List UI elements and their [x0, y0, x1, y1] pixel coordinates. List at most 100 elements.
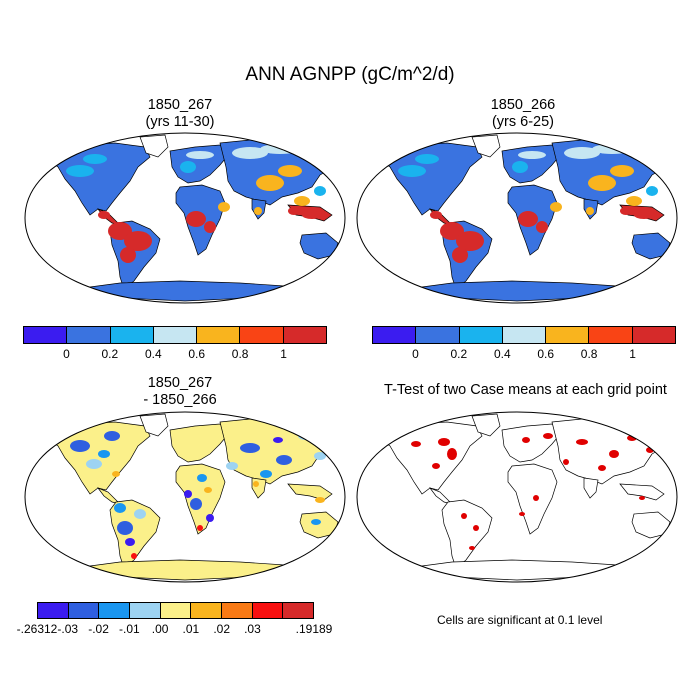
land-eu: [501, 144, 563, 184]
colorbar-swatch: [459, 327, 503, 343]
map-value-patch: [576, 439, 588, 445]
map-value-patch: [634, 211, 654, 219]
colorbar-swatch: [283, 603, 314, 618]
land-aus: [299, 511, 339, 539]
map-value-patch: [120, 247, 136, 263]
map-value-patch: [639, 496, 645, 500]
colorbar-difference: [37, 602, 314, 619]
colorbar-tick-label: 0: [63, 347, 70, 361]
map-value-patch: [124, 231, 152, 251]
panel1-title: 1850_267 (yrs 11-30): [55, 97, 305, 131]
colorbar-tick-label: -.02: [88, 622, 109, 636]
map-value-patch: [294, 196, 310, 206]
colorbar-swatch: [197, 327, 241, 343]
map-value-patch: [550, 202, 562, 212]
map-value-patch: [533, 495, 539, 501]
map-value-patch: [184, 490, 192, 498]
colorbar-tick-label: .01: [182, 622, 200, 636]
panel2-title-line2: (yrs 6-25): [491, 114, 555, 130]
colorbar-swatch: [160, 603, 192, 618]
land-sa: [441, 499, 493, 569]
colorbar-tick-label: 0.4: [144, 347, 162, 361]
colorbar-panel1: [23, 326, 327, 344]
land-grn: [139, 413, 169, 437]
colorbar-tick-label: .03: [244, 622, 261, 636]
map-value-patch: [197, 525, 203, 531]
main-title: ANN AGNPP (gC/m^2/d): [245, 64, 455, 85]
map-value-patch: [288, 207, 300, 215]
colorbar-swatch: [153, 327, 198, 343]
map-land: [379, 134, 673, 302]
map-value-patch: [232, 147, 268, 159]
land-sa: [109, 499, 161, 569]
land-aus: [631, 232, 671, 260]
colorbar-swatch: [191, 603, 223, 618]
map-frame: [24, 132, 346, 304]
colorbar-swatch: [240, 327, 284, 343]
panel1-title-line1: 1850_267: [147, 97, 213, 113]
map-value-patch: [98, 450, 110, 458]
map-value-patch: [180, 161, 196, 173]
colorbar-swatch: [502, 327, 547, 343]
colorbar-swatch: [67, 327, 111, 343]
panel3-title-line2: - 1850_266: [143, 392, 217, 408]
colorbar-tick-label: .19189: [295, 622, 333, 636]
colorbar-swatch: [130, 603, 161, 618]
map-value-patch: [131, 553, 137, 559]
map-value-patch: [83, 154, 107, 164]
land-grn: [139, 134, 169, 158]
map-value-patch: [240, 443, 260, 453]
map-value-patch: [314, 186, 326, 196]
colorbar-swatch: [38, 603, 69, 618]
map-value-patch: [415, 154, 439, 164]
significance-note: Cells are significant at 0.1 level: [437, 613, 603, 627]
panel3-title: 1850_267 - 1850_266: [55, 375, 305, 409]
map-value-patch: [447, 448, 457, 460]
map-value-patch: [620, 207, 632, 215]
colorbar-swatch: [373, 327, 417, 343]
colorbar-swatch: [110, 327, 154, 343]
map-value-patch: [186, 211, 206, 227]
colorbar-swatch: [632, 327, 675, 343]
map-panel-1850-266: [356, 132, 678, 304]
colorbar-swatch: [283, 327, 326, 343]
map-value-patch: [114, 503, 126, 513]
map-panel-difference: [24, 411, 346, 583]
land-af: [507, 463, 558, 535]
map-panel-1850-267: [24, 132, 346, 304]
map-value-patch: [260, 470, 272, 478]
map-value-patch: [108, 222, 132, 240]
colorbar-tick-label: 1: [629, 347, 636, 361]
land-aus: [299, 232, 339, 260]
map-value-patch: [226, 462, 238, 470]
colorbar-swatch: [68, 603, 100, 618]
map-value-patch: [206, 514, 214, 522]
map-value-patch: [564, 147, 600, 159]
colorbar-tick-label: 0.2: [101, 347, 119, 361]
map-panel-ttest: [356, 411, 678, 583]
map-value-patch: [186, 151, 214, 159]
panel3-title-line1: 1850_267: [147, 375, 213, 391]
map-frame: [356, 411, 678, 583]
colorbar-tick-label: -.01: [118, 622, 140, 636]
map-value-patch: [298, 432, 314, 440]
map-value-patch: [125, 538, 135, 546]
map-value-patch: [610, 165, 634, 177]
colorbar-panel2: [372, 326, 676, 344]
colorbar-swatch: [546, 327, 590, 343]
map-value-patch: [276, 455, 292, 465]
land-grn: [471, 134, 501, 158]
colorbar-swatch: [222, 603, 253, 618]
colorbar-tick-label: -.03: [57, 622, 79, 636]
map-value-patch: [563, 459, 569, 465]
map-value-patch: [197, 474, 207, 482]
colorbar-tick-label: -.26312: [16, 622, 58, 636]
map-value-patch: [411, 441, 421, 447]
colorbar-tick-label: 0: [412, 347, 419, 361]
colorbar-swatch: [252, 603, 284, 618]
map-value-patch: [626, 196, 642, 206]
colorbar-tick-label: 0.8: [580, 347, 598, 361]
map-value-patch: [273, 437, 283, 443]
land-na: [379, 421, 483, 495]
map-land: [47, 413, 341, 581]
